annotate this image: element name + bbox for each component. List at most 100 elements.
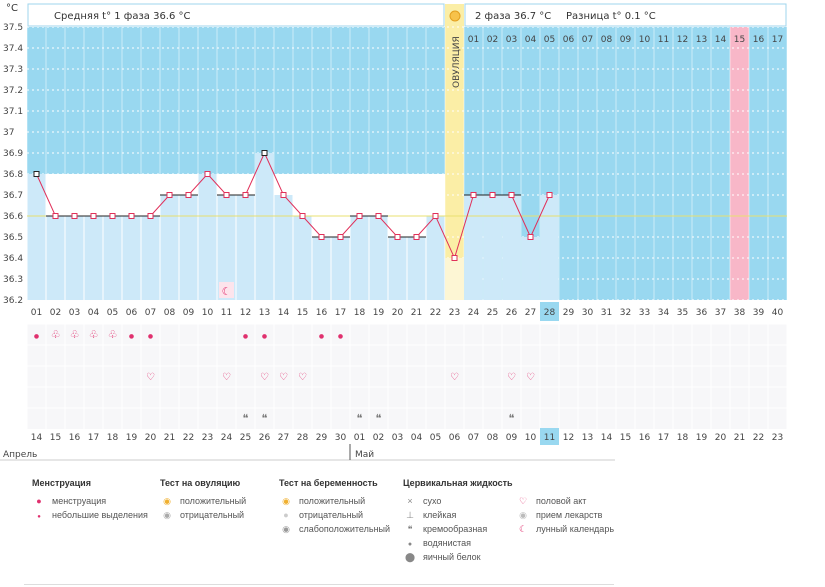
temp-point (432, 213, 439, 219)
y-tick-label: 37.2 (3, 86, 23, 96)
luteal-day-row (464, 27, 787, 47)
temp-point (166, 192, 173, 198)
legend-item-label: менструация (52, 496, 107, 506)
y-tick-label: 36.4 (3, 254, 23, 264)
temp-bar (312, 237, 331, 300)
cycle-day-label: 02 (50, 308, 61, 318)
cycle-day-label: 03 (69, 308, 80, 318)
calendar-date-label: 18 (677, 433, 689, 443)
menstruation-icon: ♧ (108, 328, 118, 341)
luteal-day-label: 10 (639, 35, 651, 45)
cycle-day-label: 29 (563, 308, 575, 318)
temp-point (546, 192, 553, 198)
temp-bar (274, 195, 293, 300)
temp-point (527, 234, 534, 240)
temp-point (318, 234, 325, 240)
luteal-day-label: 02 (487, 35, 498, 45)
sticky-icon: ⊥ (406, 510, 414, 520)
temp-bar (103, 216, 122, 300)
temp-bar (350, 216, 369, 300)
creamy-icon: ❝ (262, 412, 268, 425)
y-tick-label: 36.7 (3, 191, 23, 201)
ovulation-label: ОВУЛЯЦИЯ (452, 36, 462, 88)
calendar-date-label: 28 (297, 433, 309, 443)
legend-item: × сухо (403, 494, 513, 508)
heart-icon: ♡ (222, 372, 231, 383)
cycle-day-label: 21 (411, 308, 422, 318)
legend-cervical: Цервикальная жидкость × сухо ⊥ клейкая ❝ кр… (403, 478, 513, 564)
legend-item-label: отрицательный (299, 510, 364, 520)
temp-bar (84, 216, 103, 300)
temp-point (280, 192, 287, 198)
heart-icon: ♡ (298, 372, 307, 383)
spotting-icon: ● (129, 333, 134, 340)
temp-bar (502, 195, 521, 300)
moon-box (219, 282, 234, 298)
calendar-date-label: 01 (354, 433, 365, 443)
footer-divider (24, 584, 614, 585)
calendar-date-label: 20 (145, 433, 157, 443)
menstruation-icon: ♧ (70, 328, 80, 341)
calendar-date-label: 12 (563, 433, 574, 443)
heart-icon: ♡ (260, 372, 269, 383)
luteal-day-highlight (730, 27, 749, 47)
temp-bar (160, 195, 179, 300)
y-tick-label: 36.2 (3, 296, 23, 306)
legend-item-label: небольшие выделения (52, 510, 148, 520)
temp-bar (122, 216, 141, 300)
cycle-day-label: 31 (601, 308, 612, 318)
cycle-day-label: 26 (506, 308, 518, 318)
cycle-day-label: 32 (620, 308, 631, 318)
cycle-day-label: 20 (392, 308, 404, 318)
cycle-day-label: 09 (183, 308, 195, 318)
legend-menstruation: Менструация ● менструация ● небольшие выде… (32, 478, 148, 522)
luteal-day-label: 05 (544, 35, 555, 45)
cycle-day-label: 28 (544, 308, 556, 318)
month-start-label: Апрель (3, 450, 37, 460)
menstruation-icon: ♧ (51, 328, 61, 341)
cycle-day-label: 16 (316, 308, 328, 318)
legend-item-label: клейкая (423, 510, 457, 520)
current-day-highlight (540, 302, 559, 321)
calendar-date-label: 15 (50, 433, 61, 443)
temp-bar (179, 195, 198, 300)
cycle-day-label: 27 (525, 308, 536, 318)
legend-item-label: сухо (423, 496, 442, 506)
luteal-day-label: 16 (753, 35, 765, 45)
creamy-icon: ❝ (357, 412, 363, 425)
cycle-day-label: 23 (449, 308, 460, 318)
calendar-date-label: 30 (335, 433, 347, 443)
temp-point (52, 213, 59, 219)
cycle-day-label: 04 (88, 308, 100, 318)
header-phase2-box (464, 3, 787, 27)
creamy-icon: ❝ (376, 412, 382, 425)
y-tick-label: 37 (3, 128, 14, 138)
temp-bar (445, 258, 464, 300)
current-date-highlight (540, 428, 559, 445)
pill-icon: ◉ (519, 510, 527, 520)
calendar-date-label: 22 (753, 433, 764, 443)
temp-bar (27, 174, 46, 300)
creamy-icon: ❝ (509, 412, 515, 425)
temp-bar (407, 237, 426, 300)
calendar-date-label: 11 (544, 433, 555, 443)
cycle-day-label: 36 (696, 308, 708, 318)
header-phase2: 2 фаза 36.7 °C (475, 11, 551, 22)
temp-bar (217, 195, 236, 300)
calendar-date-label: 25 (240, 433, 251, 443)
egg-white-icon: ⬤ (404, 552, 416, 562)
calendar-date-label: 29 (316, 433, 328, 443)
dry-icon: × (407, 496, 413, 506)
ovulation-negative-icon: ◉ (163, 510, 171, 520)
cycle-day-label: 24 (468, 308, 480, 318)
calendar-date-label: 18 (107, 433, 119, 443)
legend-item: ● менструация (32, 494, 148, 508)
legend-other: ♡ половой акт ◉ прием лекарств ☾ лунный кал… (516, 478, 614, 536)
calendar-date-label: 19 (126, 433, 138, 443)
temp-point (242, 192, 249, 198)
legend-title: Менструация (32, 478, 91, 488)
spotting-icon: ● (148, 333, 153, 340)
heart-icon: ♡ (146, 372, 155, 383)
calendar-date-label: 14 (31, 433, 43, 443)
calendar-date-label: 16 (639, 433, 651, 443)
